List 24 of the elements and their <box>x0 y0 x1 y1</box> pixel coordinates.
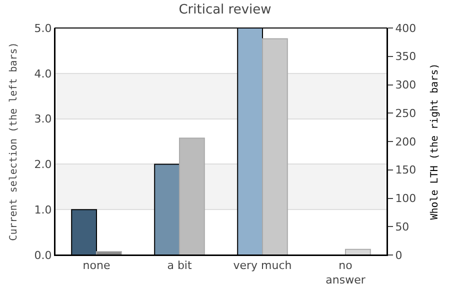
y2-tick-label: 200 <box>395 135 416 148</box>
x-tick-label: a bit <box>167 259 192 272</box>
y2-tick-label: 150 <box>395 164 416 177</box>
y2-axis-title: Whole LTH (the right bars) <box>430 63 441 220</box>
x-tick-label: no answer <box>326 259 366 286</box>
x-tick-label: very much <box>233 259 292 272</box>
y-tick-label: 5.0 <box>34 22 52 35</box>
y-tick-label: 0.0 <box>34 248 52 262</box>
y-tick-label: 3.0 <box>34 112 52 126</box>
y-tick-label: 4.0 <box>34 67 52 80</box>
y2-tick-label: 350 <box>395 50 416 64</box>
y-axis-title: Current selection (the left bars) <box>8 42 20 241</box>
y-tick-label: 2.0 <box>34 158 52 172</box>
y-tick-label: 1.0 <box>34 203 52 216</box>
y2-tick-label: 0 <box>395 248 402 262</box>
x-tick-label: none <box>82 259 110 272</box>
chart-title: Critical review <box>178 2 272 18</box>
y2-tick-label: 300 <box>395 78 416 92</box>
y2-tick-label: 400 <box>395 22 416 35</box>
bar <box>96 251 122 255</box>
y2-tick-label: 100 <box>395 192 416 206</box>
y2-tick-label: 50 <box>395 220 410 234</box>
y2-tick-label: 250 <box>395 106 416 120</box>
bar <box>345 248 371 255</box>
